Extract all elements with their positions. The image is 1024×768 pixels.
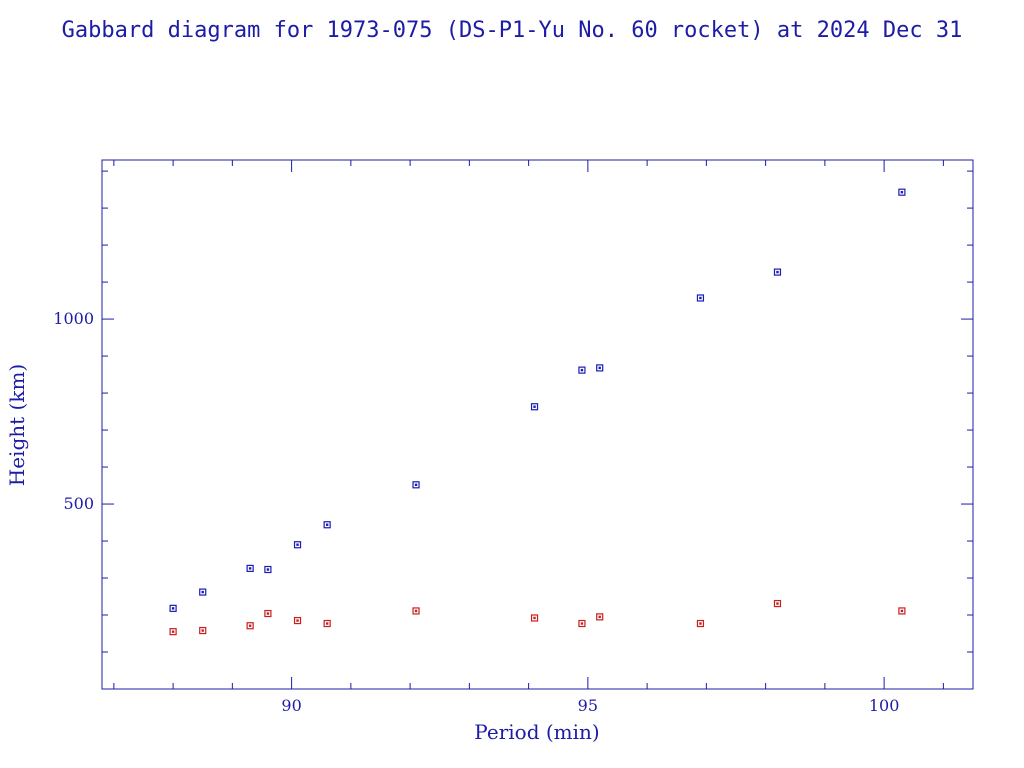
- data-point: [773, 599, 782, 608]
- data-point: [169, 604, 177, 612]
- data-point: [246, 564, 254, 573]
- data-point: [530, 614, 539, 622]
- data-point: [246, 622, 254, 630]
- data-point: [898, 607, 906, 615]
- data-point: [773, 268, 782, 276]
- y-axis-label: Height (km): [5, 364, 29, 486]
- plot-frame: [101, 159, 974, 690]
- y-tick-label: 1000: [53, 309, 94, 328]
- data-points: [169, 188, 906, 636]
- x-axis-label: Period (min): [474, 720, 599, 744]
- x-tick-label: 95: [578, 696, 598, 715]
- y-tick-label: 500: [63, 494, 94, 513]
- chart-title: Gabbard diagram for 1973-075 (DS-P1-Yu N…: [62, 18, 963, 43]
- axis-ticks: [102, 160, 973, 689]
- data-point: [323, 521, 331, 529]
- data-point: [412, 481, 420, 489]
- data-point: [293, 541, 302, 549]
- data-point: [412, 607, 420, 615]
- data-point: [578, 366, 586, 374]
- data-point: [696, 294, 705, 302]
- data-point: [696, 619, 705, 628]
- data-point: [530, 403, 539, 411]
- data-point: [199, 588, 207, 596]
- data-point: [199, 626, 207, 635]
- data-point: [293, 616, 302, 625]
- data-point: [596, 364, 604, 372]
- tick-labels: 90 95 100 500 1000: [53, 309, 899, 715]
- data-point: [898, 188, 906, 196]
- data-point: [323, 619, 331, 628]
- data-point: [596, 613, 604, 621]
- data-point: [169, 628, 177, 636]
- data-point: [264, 609, 272, 618]
- data-point: [264, 565, 272, 574]
- x-tick-label: 100: [869, 696, 900, 715]
- x-tick-label: 90: [281, 696, 301, 715]
- data-point: [578, 619, 586, 628]
